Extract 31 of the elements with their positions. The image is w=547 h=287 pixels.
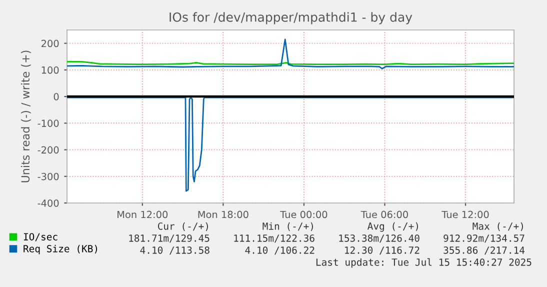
text: Max (-/+) [472,222,523,231]
y-tick-label: 100 [42,66,59,74]
text: Last update: Tue Jul 15 15:40:27 2025 [316,258,532,268]
y-tick-label: 0 [54,93,59,100]
text: 912.92m/134.57 [444,234,524,243]
legend-label: Req Size (KB) [24,244,98,254]
x-tick-label: Mon 18:00 [198,210,248,218]
text: Avg (-/+) [368,222,418,232]
text: Cur (-/+) [158,222,208,231]
y-tick-label: -100 [38,120,59,127]
text: 12.30 /116.72 [345,246,420,255]
line-series [67,38,514,70]
text: Min (-/+) [262,222,313,231]
text: 355.86 /217.14 [444,246,525,255]
text: 4.10 /113.58 [140,246,210,255]
line-series [67,96,514,192]
text: 111.15m/122.36 [234,234,314,243]
text: 153.38m/126.40 [339,234,420,243]
x-tick-label: Tue 06:00 [360,210,408,218]
x-tick-label: Tue 00:00 [280,210,328,218]
text: 181.71m/129.45 [129,234,210,243]
x-tick-label: Mon 12:00 [118,210,168,218]
x-tick-label: Tue 12:00 [442,210,489,218]
y-tick-label: 200 [42,40,59,48]
chart-title: IOs for /dev/mapper/mpathdi1 - by day [170,12,412,24]
legend-label: IO/sec [24,233,58,242]
y-tick-label: -300 [38,172,59,180]
y-tick-label: -200 [38,146,59,154]
y-tick-label: -400 [38,199,59,207]
y-axis-title: Units read (-) / write (+) [20,50,31,182]
text: 4.10 /106.22 [245,246,314,255]
